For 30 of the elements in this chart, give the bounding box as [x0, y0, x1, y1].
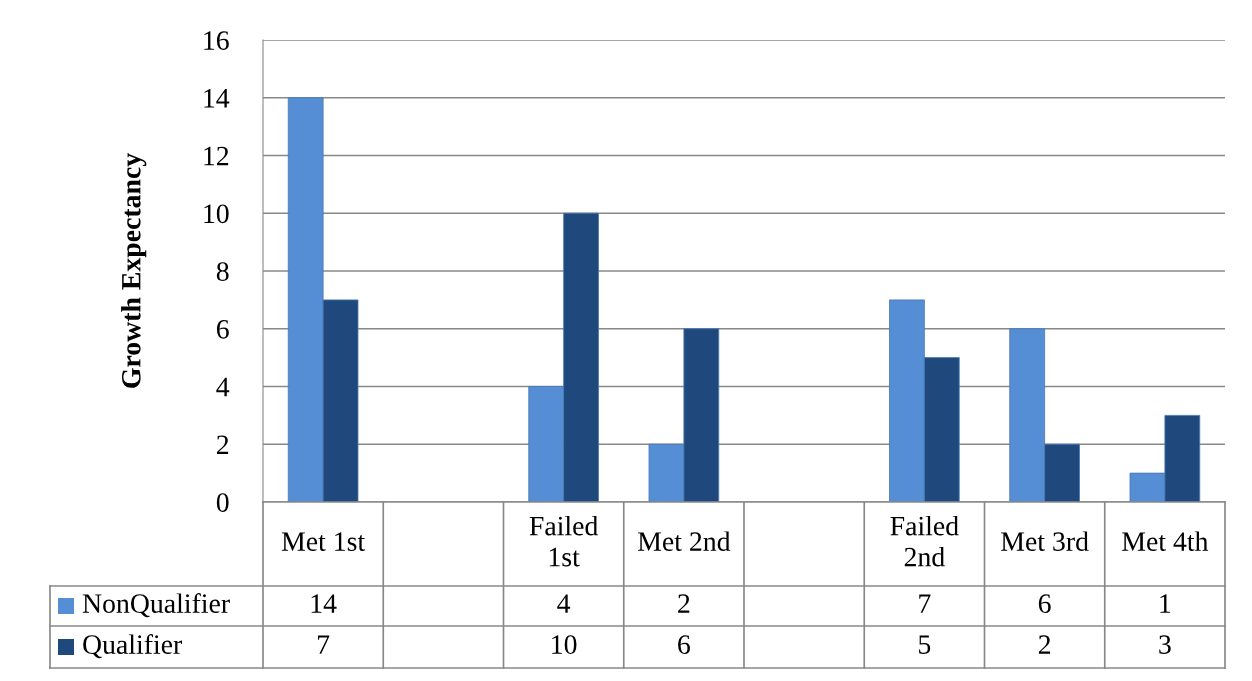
data-label: 5: [919, 635, 931, 654]
y-tick-label: 6: [216, 319, 229, 339]
data-label: 10: [552, 635, 577, 654]
x-tick-label: Failed 2nd: [890, 515, 959, 567]
data-label: 7: [318, 635, 330, 654]
x-tick-label: Met 3rd: [1001, 531, 1089, 551]
y-tick-label: 2: [217, 435, 229, 454]
data-label: 14: [311, 594, 337, 613]
data-label: 4: [557, 594, 571, 613]
x-tick-label: Failed 1st: [529, 515, 598, 567]
data-label: 1: [1160, 594, 1171, 613]
data-label: 7: [919, 594, 931, 613]
legend-label: Qualifier: [83, 634, 183, 659]
y-axis-title: Growth Expectancy: [121, 153, 147, 388]
data-label: 2: [1038, 635, 1051, 654]
y-tick-label: 10: [204, 204, 229, 224]
x-tick-label: Met 4th: [1122, 531, 1209, 551]
y-tick-label: 8: [216, 262, 229, 281]
data-label: 3: [1159, 635, 1171, 654]
y-tick-label: 0: [216, 493, 229, 512]
data-label: 6: [678, 635, 690, 654]
data-label: 2: [678, 594, 690, 613]
x-tick-label: Met 1st: [281, 532, 366, 551]
data-label: 6: [1038, 594, 1051, 613]
y-tick-label: 12: [204, 146, 229, 166]
y-tick-label: 4: [216, 377, 230, 397]
x-tick-label: Met 2nd: [637, 531, 731, 551]
y-tick-label: 16: [204, 31, 229, 50]
y-tick-label: 14: [204, 89, 230, 108]
legend-label: NonQualifier: [82, 593, 230, 618]
